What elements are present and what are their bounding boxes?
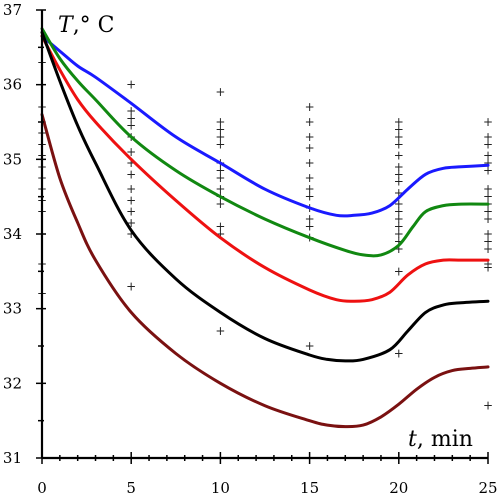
x-axis-title: t, min (408, 427, 473, 452)
axes (40, 10, 488, 460)
observation-point: + (215, 171, 225, 185)
y-tick-label: 36 (3, 76, 22, 94)
x-tick-label: 5 (126, 479, 136, 497)
observation-point: + (394, 234, 404, 248)
observation-point: + (126, 145, 136, 159)
y-tick-label: 37 (3, 1, 22, 19)
observation-point: + (215, 227, 225, 241)
observation-point: + (305, 115, 315, 129)
observation-point: + (483, 149, 493, 163)
observation-point: + (394, 346, 404, 360)
observation-point: + (394, 220, 404, 234)
observation-point: + (215, 122, 225, 136)
y-tick-label: 32 (3, 374, 22, 392)
observation-point: + (394, 130, 404, 144)
observation-point: + (394, 205, 404, 219)
observation-point: + (126, 119, 136, 133)
observation-point: + (215, 137, 225, 151)
observation-point: + (126, 111, 136, 125)
x-tick-label: 10 (211, 479, 230, 497)
observation-point: + (215, 197, 225, 211)
observation-point: + (394, 149, 404, 163)
observation-point: + (394, 175, 404, 189)
observation-point: + (215, 164, 225, 178)
observation-point: + (215, 324, 225, 338)
observation-point: + (483, 212, 493, 226)
observation-point: + (126, 279, 136, 293)
observation-point: + (126, 78, 136, 92)
series-line-5 (40, 113, 490, 429)
observation-point: + (394, 137, 404, 151)
y-axis-title: T,° C (58, 13, 115, 38)
series-lines (40, 27, 490, 429)
observation-point: + (483, 242, 493, 256)
y-tick-label: 31 (3, 449, 22, 467)
observation-point: + (126, 104, 136, 118)
observation-point: + (305, 220, 315, 234)
observation-point: + (483, 115, 493, 129)
observation-point: + (483, 234, 493, 248)
observation-point: + (394, 186, 404, 200)
observation-point: + (126, 216, 136, 230)
observation-point: + (305, 141, 315, 155)
observation-point: + (305, 190, 315, 204)
series-line-2 (40, 27, 490, 258)
observation-point: + (215, 182, 225, 196)
observation-point: + (126, 205, 136, 219)
observation-point: + (305, 339, 315, 353)
y-tick-label: 34 (3, 225, 22, 243)
observation-point: + (126, 167, 136, 181)
observation-point: + (305, 171, 315, 185)
observation-point: + (305, 212, 315, 226)
observation-point: + (483, 190, 493, 204)
y-tick-label: 35 (3, 150, 22, 168)
observation-point: + (394, 115, 404, 129)
y-tick-label: 33 (3, 300, 22, 318)
observation-point: + (394, 264, 404, 278)
x-tick-label: 25 (478, 479, 497, 497)
series-line-1 (40, 34, 490, 218)
observation-point: + (215, 85, 225, 99)
observation-point: + (483, 399, 493, 413)
observation-point: + (394, 122, 404, 136)
observation-point: + (483, 182, 493, 196)
observation-point: + (483, 156, 493, 170)
observation-point: + (215, 220, 225, 234)
observation-point: + (483, 130, 493, 144)
observation-point: + (305, 130, 315, 144)
observation-point: + (305, 182, 315, 196)
series-line-4 (40, 30, 490, 363)
observation-point: + (394, 212, 404, 226)
observation-point: + (394, 160, 404, 174)
x-tick-label: 20 (389, 479, 408, 497)
observation-point: + (394, 167, 404, 181)
observation-point: + (483, 227, 493, 241)
observation-point: + (215, 115, 225, 129)
observation-point: + (126, 156, 136, 170)
observation-point: + (394, 242, 404, 256)
observation-point: + (305, 100, 315, 114)
observation-point: + (483, 261, 493, 275)
observation-point: + (126, 193, 136, 207)
observation-point: + (483, 137, 493, 151)
observation-point: + (126, 182, 136, 196)
observation-point: + (215, 130, 225, 144)
observation-point: + (483, 164, 493, 178)
observation-point: + (394, 197, 404, 211)
x-tick-label: 0 (37, 479, 47, 497)
observation-point: + (483, 205, 493, 219)
observation-point: + (483, 257, 493, 271)
axis-ticks: 31 32 33 34 35 36 37 0 5 10 15 20 25 (3, 1, 498, 497)
x-tick-label: 15 (300, 479, 319, 497)
observation-point: + (126, 227, 136, 241)
series-line-3 (40, 34, 490, 303)
observation-point: + (394, 227, 404, 241)
observation-point: + (305, 156, 315, 170)
